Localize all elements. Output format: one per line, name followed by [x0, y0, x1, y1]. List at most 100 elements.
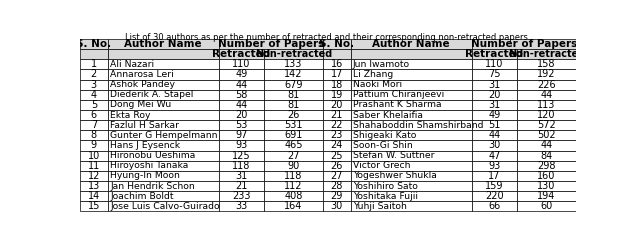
Text: 29: 29 — [330, 191, 343, 201]
Bar — [108, 39, 219, 49]
Bar — [351, 141, 472, 151]
Text: 44: 44 — [488, 130, 500, 140]
Text: 81: 81 — [287, 90, 300, 100]
Bar — [472, 181, 517, 191]
Text: 66: 66 — [488, 201, 500, 211]
Bar — [517, 69, 576, 80]
Bar — [264, 191, 323, 201]
Text: 110: 110 — [232, 59, 250, 69]
Text: 20: 20 — [488, 90, 500, 100]
Text: 53: 53 — [235, 120, 248, 130]
Text: 97: 97 — [235, 130, 248, 140]
Bar — [472, 90, 517, 100]
Text: Jose Luis Calvo-Guirado: Jose Luis Calvo-Guirado — [110, 202, 220, 211]
Bar — [517, 151, 576, 161]
Bar — [80, 69, 108, 80]
Text: 14: 14 — [88, 191, 100, 201]
Bar — [517, 130, 576, 141]
Bar — [323, 100, 351, 110]
Text: Hans J Eysenck: Hans J Eysenck — [110, 141, 180, 150]
Bar — [264, 141, 323, 151]
Text: 31: 31 — [235, 171, 248, 181]
Text: 47: 47 — [488, 151, 500, 161]
Text: Pattium Chiranjeevi: Pattium Chiranjeevi — [353, 90, 444, 99]
Bar — [108, 130, 219, 141]
Bar — [80, 161, 108, 171]
Bar — [264, 181, 323, 191]
Text: Hironobu Ueshima: Hironobu Ueshima — [110, 151, 195, 160]
Text: Fazlul H Sarkar: Fazlul H Sarkar — [110, 121, 179, 130]
Text: 60: 60 — [540, 201, 553, 211]
Bar — [517, 201, 576, 211]
Bar — [80, 39, 108, 49]
Text: 19: 19 — [330, 90, 343, 100]
Bar — [80, 201, 108, 211]
Bar — [472, 100, 517, 110]
Bar — [80, 130, 108, 141]
Text: 44: 44 — [540, 90, 553, 100]
Text: 58: 58 — [235, 90, 248, 100]
Text: 220: 220 — [485, 191, 504, 201]
Text: Non-retracted: Non-retracted — [508, 49, 585, 59]
Bar — [472, 141, 517, 151]
Bar — [351, 120, 472, 130]
Bar — [351, 90, 472, 100]
Text: Annarosa Leri: Annarosa Leri — [110, 70, 174, 79]
Bar — [472, 151, 517, 161]
Bar — [80, 59, 108, 69]
Text: 44: 44 — [235, 100, 248, 110]
Text: Shigeaki Kato: Shigeaki Kato — [353, 131, 416, 140]
Bar — [323, 80, 351, 90]
Bar — [351, 130, 472, 141]
Bar — [351, 39, 472, 49]
Text: 44: 44 — [235, 80, 248, 90]
Bar — [108, 90, 219, 100]
Text: Prashant K Sharma: Prashant K Sharma — [353, 100, 442, 109]
Bar — [472, 191, 517, 201]
Text: 93: 93 — [488, 161, 500, 171]
Bar — [219, 100, 264, 110]
Bar — [264, 161, 323, 171]
Bar — [219, 191, 264, 201]
Text: 133: 133 — [284, 59, 303, 69]
Bar — [517, 141, 576, 151]
Bar — [351, 201, 472, 211]
Text: 11: 11 — [88, 161, 100, 171]
Text: 194: 194 — [538, 191, 556, 201]
Bar — [351, 181, 472, 191]
Bar — [323, 39, 351, 49]
Text: 679: 679 — [284, 80, 303, 90]
Text: Victor Grech: Victor Grech — [353, 161, 410, 170]
Text: 31: 31 — [488, 100, 500, 110]
Text: 1: 1 — [91, 59, 97, 69]
Bar — [80, 90, 108, 100]
Bar — [323, 59, 351, 69]
Text: Yoshitaka Fujii: Yoshitaka Fujii — [353, 192, 418, 201]
Text: 691: 691 — [284, 130, 303, 140]
Text: Yuhji Saitoh: Yuhji Saitoh — [353, 202, 407, 211]
Text: Li Zhang: Li Zhang — [353, 70, 393, 79]
Text: 13: 13 — [88, 181, 100, 191]
Text: 16: 16 — [330, 59, 343, 69]
Bar — [264, 100, 323, 110]
Text: 502: 502 — [537, 130, 556, 140]
Text: 93: 93 — [235, 141, 248, 150]
Bar — [517, 171, 576, 181]
Text: Number of Papers: Number of Papers — [471, 39, 577, 49]
Text: 110: 110 — [485, 59, 504, 69]
Bar — [472, 201, 517, 211]
Text: 24: 24 — [330, 141, 343, 150]
Bar — [219, 201, 264, 211]
Text: 159: 159 — [485, 181, 504, 191]
Bar — [108, 171, 219, 181]
Bar — [517, 49, 576, 59]
Bar — [323, 171, 351, 181]
Text: Gunter G Hempelmann: Gunter G Hempelmann — [110, 131, 218, 140]
Text: 113: 113 — [538, 100, 556, 110]
Bar — [80, 181, 108, 191]
Bar — [108, 201, 219, 211]
Text: 15: 15 — [88, 201, 100, 211]
Text: 30: 30 — [488, 141, 500, 150]
Text: Soon-Gi Shin: Soon-Gi Shin — [353, 141, 413, 150]
Bar — [517, 120, 576, 130]
